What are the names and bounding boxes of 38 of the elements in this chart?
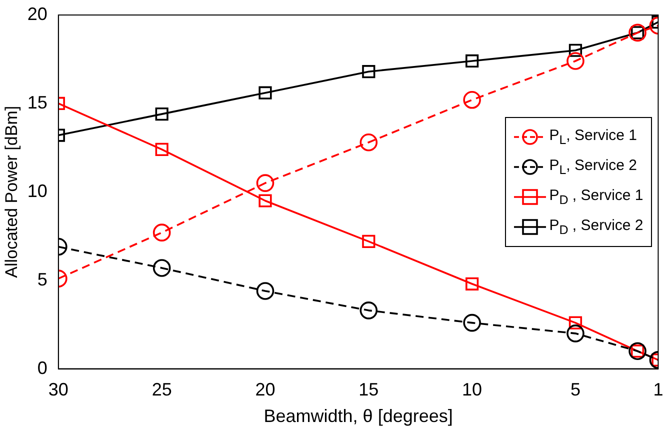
point xyxy=(258,194,272,208)
x-tick-label: 20 xyxy=(255,380,276,400)
point xyxy=(155,108,168,121)
y-tick-label: 20 xyxy=(27,4,48,24)
y-tick-label: 15 xyxy=(27,92,48,112)
point xyxy=(362,234,376,248)
point xyxy=(463,91,481,109)
x-tick-label: 10 xyxy=(462,380,482,400)
x-tick-label: 1 xyxy=(653,380,664,400)
x-tick-label: 30 xyxy=(48,380,68,400)
point xyxy=(258,86,272,100)
legend-label: P$_{D}$ , Service 1 xyxy=(549,186,644,207)
x-axis-title: Beamwidth, θ [degrees] xyxy=(264,406,453,426)
point xyxy=(256,282,274,300)
point xyxy=(256,174,274,192)
y-tick-label: 0 xyxy=(37,358,48,378)
point xyxy=(566,324,584,342)
x-tick-label: 15 xyxy=(358,380,379,400)
point xyxy=(152,224,171,242)
point xyxy=(466,54,479,68)
point xyxy=(566,52,584,70)
y-tick-label: 10 xyxy=(27,180,48,201)
legend-label: P$_{L}$, Service 2 xyxy=(549,156,638,177)
point xyxy=(568,44,582,57)
point xyxy=(568,316,582,330)
point xyxy=(360,302,378,320)
x-tick-label: 25 xyxy=(152,380,172,400)
y-tick-label: 5 xyxy=(37,269,48,290)
point xyxy=(362,65,376,78)
y-axis-title: Allocated Power [dBm] xyxy=(2,106,21,278)
point xyxy=(360,133,378,152)
point xyxy=(155,142,168,156)
legend-label: P$_{D}$ , Service 2 xyxy=(549,216,644,237)
point xyxy=(152,259,171,277)
point xyxy=(463,314,481,332)
point xyxy=(466,277,479,290)
legend-label: P$_{L}$, Service 1 xyxy=(549,126,638,147)
x-tick-label: 5 xyxy=(570,380,580,400)
